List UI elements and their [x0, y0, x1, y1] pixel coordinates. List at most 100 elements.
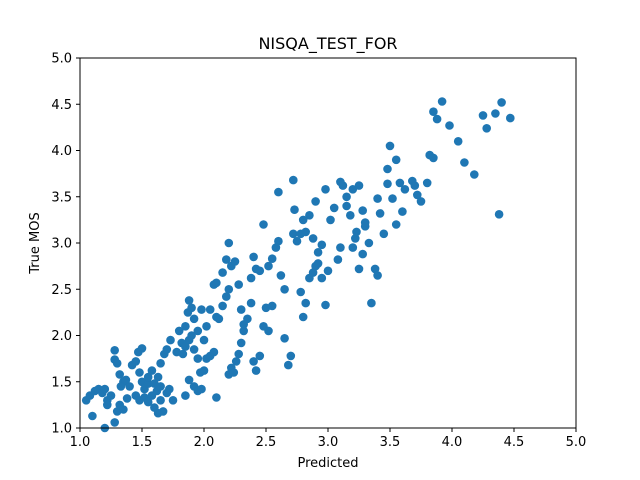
- x-tick-label: 1.5: [132, 435, 153, 450]
- data-point: [346, 211, 355, 220]
- data-point: [429, 107, 438, 116]
- data-point: [122, 394, 132, 403]
- data-point: [103, 400, 112, 410]
- data-point: [246, 298, 256, 308]
- x-tick-label: 2.5: [256, 435, 277, 450]
- data-point: [373, 194, 382, 203]
- data-point: [153, 372, 163, 382]
- y-tick-label: 4.5: [51, 98, 72, 113]
- data-point: [214, 314, 224, 324]
- data-point: [413, 190, 422, 200]
- data-point: [264, 326, 273, 336]
- data-point: [432, 114, 442, 124]
- data-point: [360, 218, 370, 227]
- data-point: [276, 271, 286, 280]
- data-point: [375, 209, 385, 218]
- data-point: [292, 236, 302, 246]
- y-tick-label: 2.5: [51, 283, 72, 298]
- data-point: [385, 141, 395, 151]
- data-point: [165, 384, 174, 394]
- data-point: [174, 326, 184, 336]
- data-point: [373, 271, 382, 280]
- data-point: [400, 185, 410, 194]
- data-point: [453, 137, 463, 146]
- data-point: [193, 354, 203, 363]
- data-point: [255, 351, 265, 361]
- x-axis-label: Predicted: [297, 456, 358, 471]
- x-axis-ticks: 1.0 1.5 2.0 2.5 3.0 3.5 4.0 4.5 5.0: [70, 428, 586, 450]
- data-point: [391, 155, 401, 165]
- data-point: [187, 331, 196, 340]
- data-point: [143, 397, 153, 407]
- data-point: [410, 181, 420, 190]
- data-point: [336, 243, 345, 252]
- y-tick-label: 1.0: [51, 422, 72, 437]
- data-point: [358, 249, 368, 259]
- data-point: [298, 215, 308, 225]
- data-point: [298, 312, 308, 322]
- data-point: [115, 370, 124, 379]
- data-point: [189, 345, 199, 354]
- data-point: [234, 280, 243, 289]
- data-point: [264, 261, 273, 271]
- data-point: [308, 268, 318, 277]
- data-point: [296, 287, 306, 297]
- data-point: [313, 259, 323, 268]
- data-point: [189, 314, 199, 324]
- data-point: [416, 197, 426, 206]
- data-point: [317, 273, 327, 283]
- data-point: [398, 207, 407, 216]
- data-point: [383, 179, 392, 189]
- data-point: [289, 229, 298, 239]
- data-point: [506, 113, 515, 123]
- data-point: [230, 257, 240, 266]
- data-point: [199, 366, 209, 375]
- y-axis-label: True MOS: [28, 212, 43, 274]
- data-point: [147, 366, 157, 375]
- data-point: [255, 266, 265, 276]
- data-point: [470, 170, 479, 179]
- x-tick-label: 4.0: [442, 435, 463, 450]
- data-point: [212, 278, 221, 288]
- data-point: [184, 296, 194, 305]
- data-point: [110, 418, 119, 427]
- data-point: [395, 178, 405, 188]
- data-point: [342, 201, 351, 211]
- data-point: [274, 236, 283, 246]
- data-point: [239, 326, 248, 336]
- data-point: [162, 345, 172, 354]
- data-point: [274, 187, 283, 197]
- data-point: [218, 268, 227, 277]
- y-tick-label: 3.0: [51, 237, 72, 252]
- y-tick-label: 4.0: [51, 144, 72, 159]
- data-point: [178, 349, 188, 359]
- data-point: [246, 273, 256, 283]
- data-point: [348, 185, 358, 194]
- data-point: [125, 382, 134, 391]
- data-point: [482, 124, 492, 133]
- data-point: [137, 344, 147, 353]
- data-point: [205, 305, 215, 314]
- data-point: [333, 255, 343, 264]
- data-point: [301, 227, 311, 237]
- data-point: [212, 393, 221, 402]
- data-point: [323, 266, 333, 276]
- data-point: [243, 314, 252, 324]
- data-point: [267, 254, 277, 263]
- data-point: [249, 252, 258, 262]
- data-point: [284, 360, 293, 370]
- data-point: [249, 357, 258, 366]
- data-point: [231, 357, 241, 366]
- data-point: [267, 301, 277, 311]
- data-point: [119, 405, 128, 414]
- data-point: [229, 368, 239, 377]
- data-point: [209, 347, 219, 357]
- data-point: [329, 203, 339, 213]
- data-point: [491, 109, 500, 118]
- data-point: [236, 338, 246, 348]
- data-point: [193, 326, 203, 336]
- data-point: [222, 292, 231, 301]
- y-tick-label: 1.5: [51, 375, 72, 390]
